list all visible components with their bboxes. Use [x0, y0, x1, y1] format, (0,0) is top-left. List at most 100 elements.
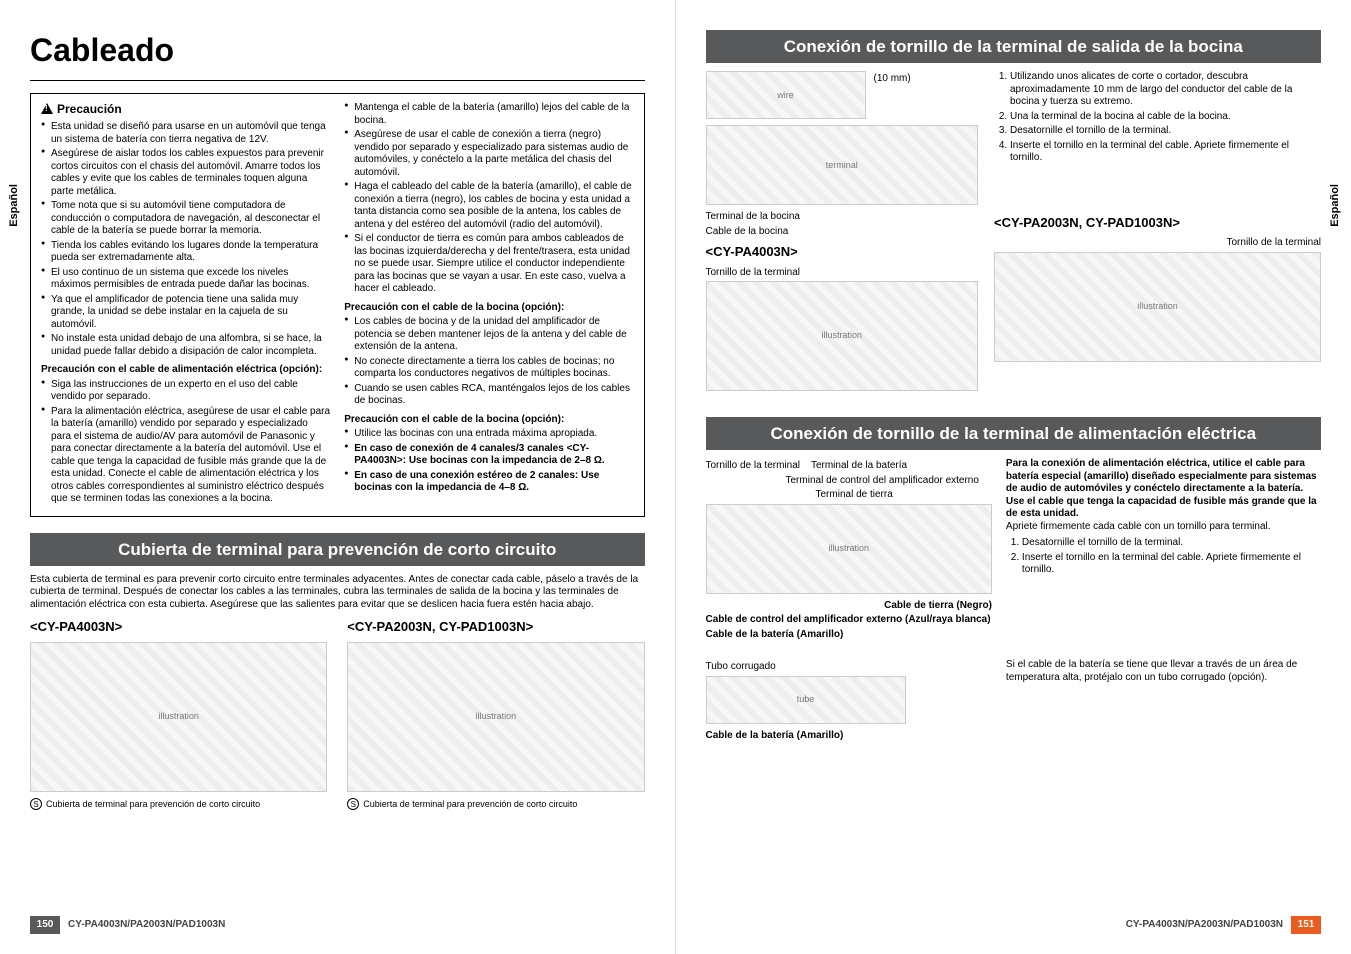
list-item: Mantenga el cable de la batería (amarill… — [344, 102, 633, 127]
list-item: Los cables de bocina y de la unidad del … — [344, 316, 633, 354]
screw-model-a-illustration: illustration — [706, 281, 979, 391]
terminal-cover-illustration-b: illustration — [347, 642, 644, 792]
banner-cubierta: Cubierta de terminal para prevención de … — [30, 533, 645, 566]
caption-text: Cubierta de terminal para prevención de … — [363, 799, 577, 809]
terminal-label: Terminal de la bocina — [706, 211, 979, 224]
list-item: En caso de conexión de 4 canales/3 canal… — [344, 443, 633, 468]
list-item: Inserte el tornillo en la terminal del c… — [1022, 552, 1321, 577]
diagram-label: Tornillo de la terminal Terminal de la b… — [706, 460, 992, 473]
tubo-label: Tubo corrugado — [706, 661, 992, 674]
caption: S Cubierta de terminal para prevención de… — [30, 798, 327, 810]
caption: S Cubierta de terminal para prevención de… — [347, 798, 644, 810]
wire-strip-illustration: wire — [706, 71, 866, 119]
list-item: No instale esta unidad debajo de una alf… — [41, 333, 330, 358]
terminal-cover-illustration-a: illustration — [30, 642, 327, 792]
precaution-col-1: Precaución Esta unidad se diseñó para us… — [41, 102, 330, 508]
cubierta-col-b: <CY-PA2003N, CY-PAD1003N> illustration S… — [347, 619, 644, 810]
list-item: En caso de una conexión estéreo de 2 can… — [344, 470, 633, 495]
list-item: Cuando se usen cables RCA, manténgalos l… — [344, 383, 633, 408]
page-number: 150 — [30, 916, 60, 934]
caption-text: Cubierta de terminal para prevención de … — [46, 799, 260, 809]
tubo-cable-label: Cable de la batería (Amarillo) — [706, 730, 992, 743]
list-item: Inserte el tornillo en la terminal del c… — [1010, 140, 1321, 165]
alimentacion-steps: Desatornille el tornillo de la terminal.… — [1006, 537, 1321, 577]
warning-icon — [41, 103, 53, 114]
precaution-heading: Precaución — [41, 102, 330, 117]
para-text: Apriete firmemente cada cable con un tor… — [1006, 521, 1321, 534]
precaution-list-1: Esta unidad se diseñó para usarse en un … — [41, 121, 330, 358]
para-text: Use el cable que tenga la capacidad de f… — [1006, 496, 1321, 521]
precaution-sublist-2a: Los cables de bocina y de la unidad del … — [344, 316, 633, 408]
cubierta-text: Esta cubierta de terminal es para preven… — [30, 574, 645, 612]
list-item: No conecte directamente a tierra los cab… — [344, 356, 633, 381]
footer-model: CY-PA4003N/PA2003N/PAD1003N — [1126, 919, 1283, 932]
diagram-label: Terminal de tierra — [706, 489, 992, 502]
model-label: <CY-PA2003N, CY-PAD1003N> — [347, 619, 644, 635]
list-item: Ya que el amplificador de potencia tiene… — [41, 294, 330, 332]
list-item: Utilizando unos alicates de corte o cort… — [1010, 71, 1321, 109]
footer-model: CY-PA4003N/PA2003N/PAD1003N — [68, 919, 225, 932]
tornillo-label: Tornillo de la terminal — [706, 267, 979, 280]
circled-s-icon: S — [30, 798, 42, 810]
model-label: <CY-PA4003N> — [706, 244, 979, 260]
banner-alimentacion: Conexión de tornillo de la terminal de a… — [706, 417, 1322, 450]
tubo-diagram: Tubo corrugado tube Cable de la batería … — [706, 659, 992, 744]
alimentacion-section: Tornillo de la terminal Terminal de la b… — [706, 458, 1322, 643]
bold-span: En caso de conexión de 4 canales/3 canal… — [354, 443, 604, 467]
bocina-diagrams: wire (10 mm) terminal Terminal de la boc… — [706, 71, 979, 397]
banner-bocina: Conexión de tornillo de la terminal de s… — [706, 30, 1322, 63]
precaution-sublist-1: Siga las instrucciones de un experto en … — [41, 379, 330, 506]
tubo-note-text: Si el cable de la batería se tiene que l… — [1006, 659, 1321, 684]
cubierta-columns: <CY-PA4003N> illustration S Cubierta de t… — [30, 619, 645, 810]
power-terminal-illustration: illustration — [706, 504, 992, 594]
footer-right: CY-PA4003N/PA2003N/PAD1003N 151 — [706, 916, 1322, 934]
list-item: Si el conductor de tierra es común para … — [344, 233, 633, 296]
alimentacion-diagram: Tornillo de la terminal Terminal de la b… — [706, 458, 992, 643]
cubierta-col-a: <CY-PA4003N> illustration S Cubierta de t… — [30, 619, 327, 810]
sub-heading: Precaución con el cable de la bocina (op… — [344, 414, 633, 427]
title-rule — [30, 80, 645, 81]
cable-label: Cable de la bocina — [706, 226, 979, 239]
list-item: Siga las instrucciones de un experto en … — [41, 379, 330, 404]
precaution-box: Precaución Esta unidad se diseñó para us… — [30, 93, 645, 517]
list-item: Asegúrese de usar el cable de conexión a… — [344, 129, 633, 179]
model-label: <CY-PA4003N> — [30, 619, 327, 635]
list-item: Para la alimentación eléctrica, asegúres… — [41, 406, 330, 506]
label-text: Cable de tierra (Negro) — [884, 600, 992, 611]
sub-heading: Precaución con el cable de la bocina (op… — [344, 302, 633, 315]
label-text: Tornillo de la terminal — [706, 460, 801, 471]
circled-s-icon: S — [347, 798, 359, 810]
list-item: Esta unidad se diseñó para usarse en un … — [41, 121, 330, 146]
bocina-steps-col: Utilizando unos alicates de corte o cort… — [994, 71, 1321, 397]
diagram-label: Cable de la batería (Amarillo) — [706, 629, 992, 642]
tornillo-label: Tornillo de la terminal — [994, 237, 1321, 250]
list-item: Asegúrese de aislar todos los cables exp… — [41, 148, 330, 198]
tubo-section: Tubo corrugado tube Cable de la batería … — [706, 659, 1322, 744]
list-item: Utilice las bocinas con una entrada máxi… — [344, 428, 633, 441]
model-label: <CY-PA2003N, CY-PAD1003N> — [994, 215, 1321, 231]
para-text: Para la conexión de alimentación eléctri… — [1006, 458, 1321, 496]
lang-tab-left: Español — [6, 180, 24, 231]
tubo-note: Si el cable de la batería se tiene que l… — [1006, 659, 1321, 744]
precaution-col-2: Mantenga el cable de la batería (amarill… — [344, 102, 633, 508]
corrugated-tube-illustration: tube — [706, 676, 906, 724]
label-text: Terminal de la batería — [811, 460, 907, 471]
list-item: Haga el cableado del cable de la batería… — [344, 181, 633, 231]
list-item: Tome nota que si su automóvil tiene comp… — [41, 200, 330, 238]
list-item: El uso continuo de un sistema que excede… — [41, 267, 330, 292]
sub-heading: Precaución con el cable de alimentación … — [41, 364, 330, 377]
precaution-heading-text: Precaución — [57, 102, 122, 116]
bocina-section: wire (10 mm) terminal Terminal de la boc… — [706, 71, 1322, 397]
diagram-label: Cable de tierra (Negro) — [706, 600, 992, 613]
mm-label: (10 mm) — [874, 73, 911, 86]
terminal-illustration: terminal — [706, 125, 979, 205]
page-left: Español Cableado Precaución Esta unidad … — [0, 0, 676, 954]
precaution-list-2: Mantenga el cable de la batería (amarill… — [344, 102, 633, 296]
alimentacion-text: Para la conexión de alimentación eléctri… — [1006, 458, 1321, 643]
footer-left: 150 CY-PA4003N/PA2003N/PAD1003N — [30, 916, 645, 934]
page-number: 151 — [1291, 916, 1321, 934]
list-item: Desatornille el tornillo de la terminal. — [1010, 125, 1321, 138]
diagram-label: Terminal de control del amplificador ext… — [706, 475, 992, 488]
page-title: Cableado — [30, 30, 645, 70]
bocina-steps: Utilizando unos alicates de corte o cort… — [994, 71, 1321, 165]
